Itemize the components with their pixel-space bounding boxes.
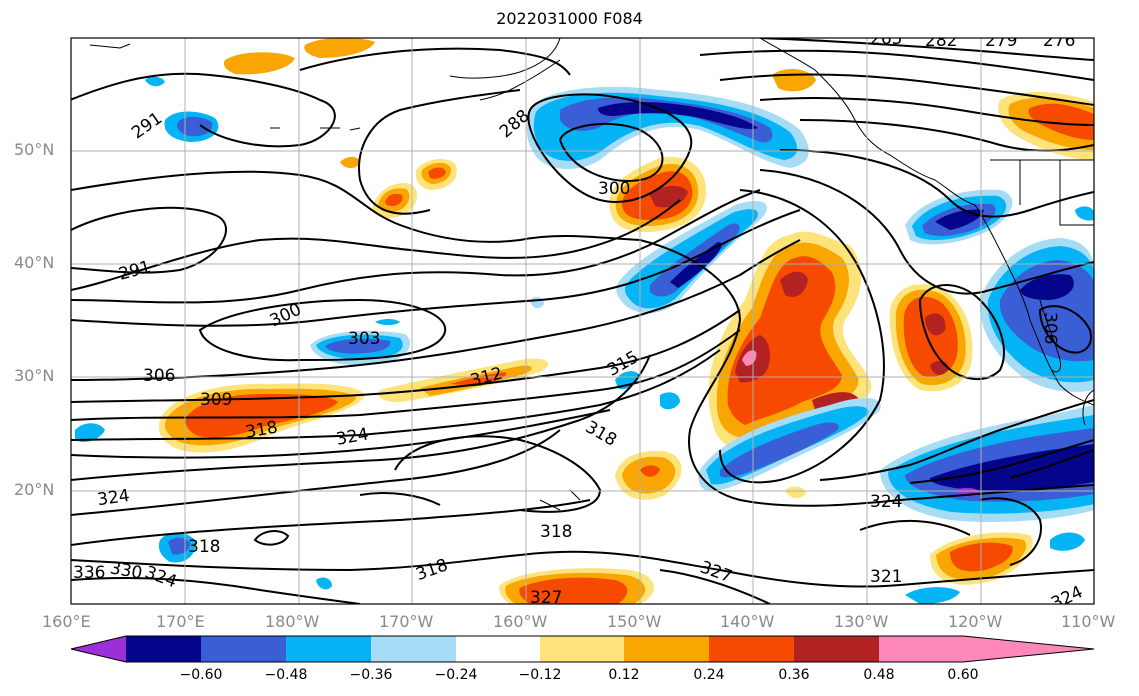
- colorbar-segment: [126, 636, 201, 662]
- contour-label: 306: [1040, 312, 1060, 344]
- contour-label: 265: [870, 29, 902, 49]
- lon-label: 110°W: [1061, 612, 1116, 631]
- map-grid: [71, 38, 1094, 604]
- lon-label: 130°W: [834, 612, 889, 631]
- colorbar-label: 0.48: [863, 667, 895, 683]
- lon-label: 180°W: [265, 612, 320, 631]
- lat-label: 40°N: [14, 253, 55, 272]
- contour-label: 306: [143, 366, 175, 386]
- colorbar-segment: [201, 636, 286, 662]
- contour-label: 327: [530, 588, 562, 608]
- colorbar-segment: [794, 636, 879, 662]
- lat-label: 20°N: [14, 480, 55, 499]
- colorbar-segment: [456, 636, 540, 662]
- colorbar-label: 0.60: [947, 667, 979, 683]
- contour-label: 324: [870, 492, 902, 512]
- colorbar-segment: [879, 636, 963, 662]
- colorbar: [70, 635, 1095, 663]
- lon-label: 160°E: [42, 612, 91, 631]
- map-title: 2022031000 F084: [496, 9, 643, 28]
- colorbar-right-extension: [963, 636, 1094, 662]
- colorbar-segment: [540, 636, 624, 662]
- lon-label: 120°W: [948, 612, 1003, 631]
- map-frame: [70, 37, 1095, 605]
- colorbar-segment: [286, 636, 371, 662]
- contour-label: 318: [540, 522, 572, 542]
- colorbar-label: −0.48: [264, 667, 308, 683]
- colorbar-left-extension: [71, 636, 126, 662]
- contour-label: 282: [925, 31, 957, 51]
- contour-label: 309: [200, 390, 232, 410]
- contour-label: 336: [73, 563, 105, 583]
- contour-label: 300: [598, 179, 630, 199]
- colorbar-label: −0.24: [434, 667, 478, 683]
- contour-label: 321: [870, 567, 902, 587]
- contour-label: 279: [985, 31, 1017, 51]
- colorbar-segment: [624, 636, 709, 662]
- contour-label: 276: [1043, 31, 1075, 51]
- contour-label: 318: [188, 537, 220, 557]
- lon-label: 170°W: [379, 612, 434, 631]
- lon-label: 170°E: [156, 612, 205, 631]
- colorbar-label: 0.12: [608, 667, 640, 683]
- lon-label: 150°W: [607, 612, 662, 631]
- colorbar-label: −0.36: [349, 667, 393, 683]
- lat-label: 50°N: [14, 140, 55, 159]
- colorbar-segment: [371, 636, 456, 662]
- height-contours: [71, 38, 1094, 604]
- coastlines: [89, 38, 1094, 511]
- colorbar-segment: [709, 636, 794, 662]
- lon-label: 140°W: [720, 612, 775, 631]
- colorbar-label: 0.36: [778, 667, 810, 683]
- colorbar-label: −0.12: [518, 667, 562, 683]
- colorbar-label: 0.24: [693, 667, 725, 683]
- contour-label: 303: [348, 329, 380, 349]
- lat-label: 30°N: [14, 366, 55, 385]
- contour-label: 324: [96, 486, 131, 510]
- colorbar-label: −0.60: [179, 667, 223, 683]
- lon-label: 160°W: [493, 612, 548, 631]
